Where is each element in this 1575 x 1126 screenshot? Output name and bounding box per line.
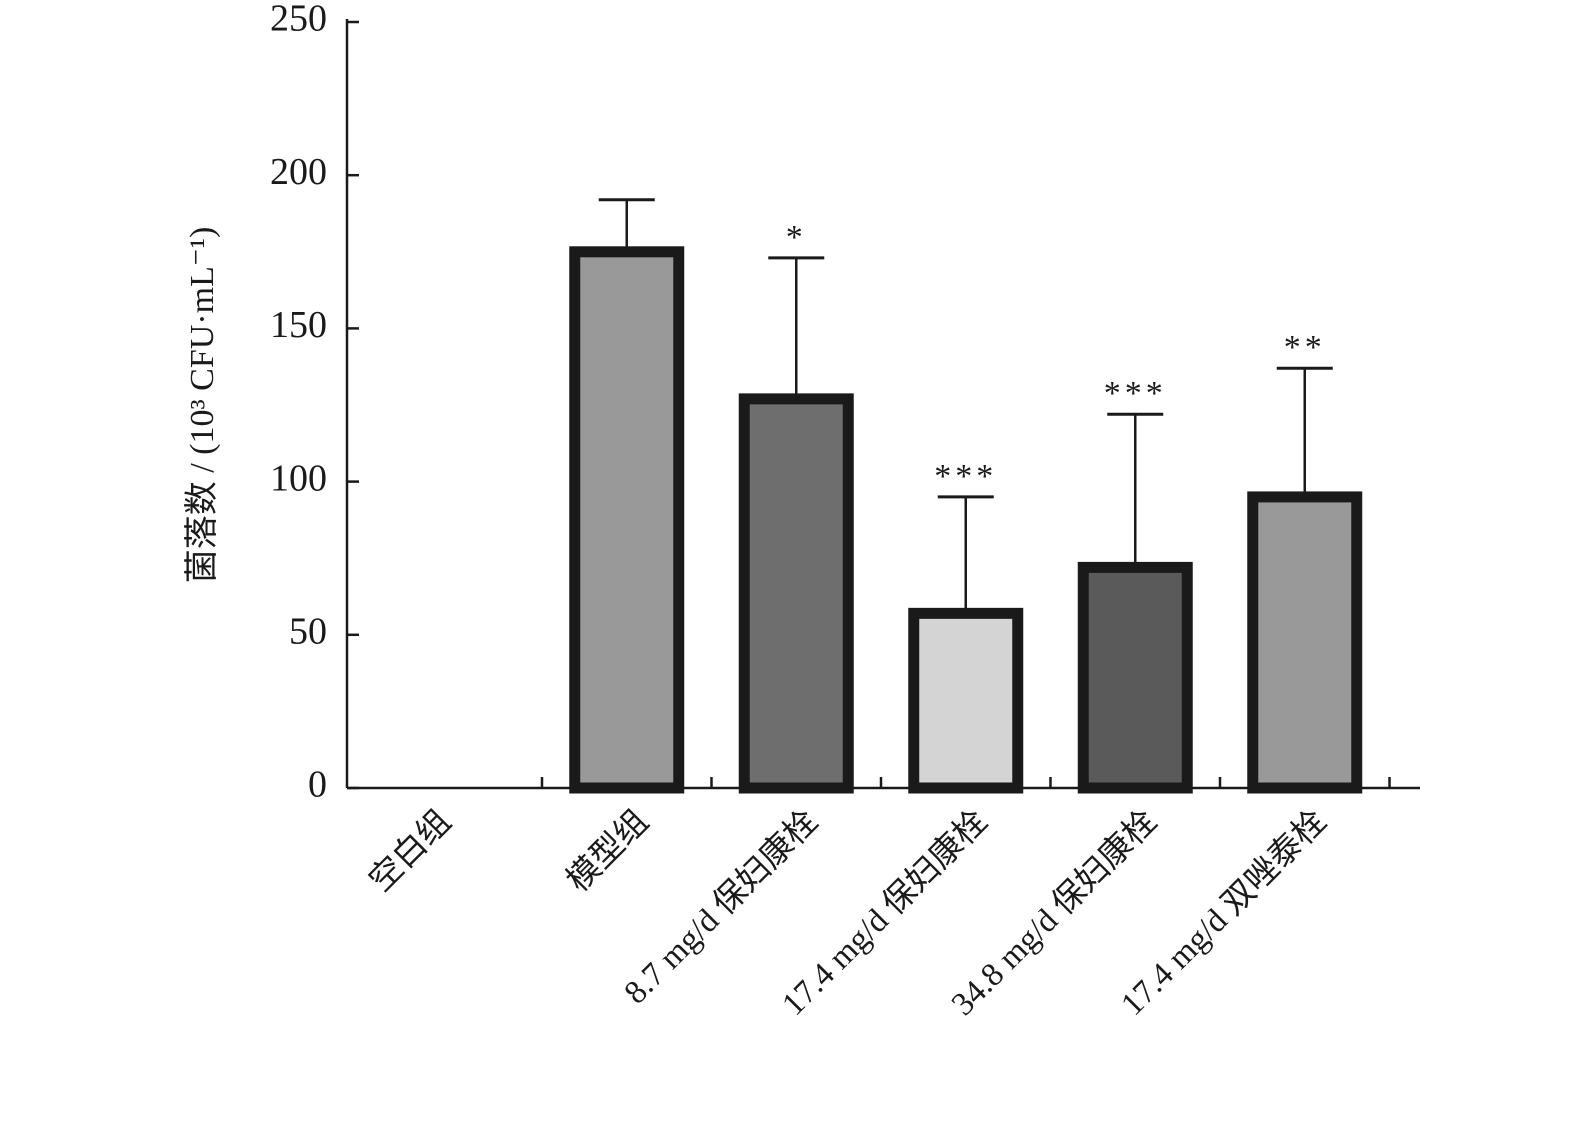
y-axis-label: 菌落数 / (10³ CFU·mL⁻¹) bbox=[183, 227, 221, 584]
y-tick-label: 200 bbox=[270, 151, 327, 193]
bar bbox=[569, 246, 685, 794]
bar bbox=[738, 393, 854, 794]
bar bbox=[1247, 491, 1363, 794]
significance-label: ** bbox=[1284, 329, 1326, 366]
y-tick-label: 150 bbox=[270, 304, 327, 346]
y-ticks: 0 50 100 150 200 250 bbox=[270, 0, 359, 806]
bars-layer: ********* bbox=[569, 198, 1363, 794]
x-tick-label: 模型组 bbox=[560, 803, 656, 899]
x-tick-label: 空白组 bbox=[362, 803, 458, 899]
bar bbox=[908, 607, 1024, 794]
significance-label: * bbox=[786, 219, 807, 256]
axes-layer bbox=[345, 19, 1420, 790]
y-tick-label: 250 bbox=[270, 0, 327, 40]
y-tick-label: 100 bbox=[270, 457, 327, 499]
significance-label: *** bbox=[1104, 375, 1167, 412]
significance-label: *** bbox=[934, 458, 997, 495]
y-tick-label: 0 bbox=[308, 764, 327, 806]
bar bbox=[1077, 561, 1193, 794]
y-tick-label: 50 bbox=[289, 611, 327, 653]
